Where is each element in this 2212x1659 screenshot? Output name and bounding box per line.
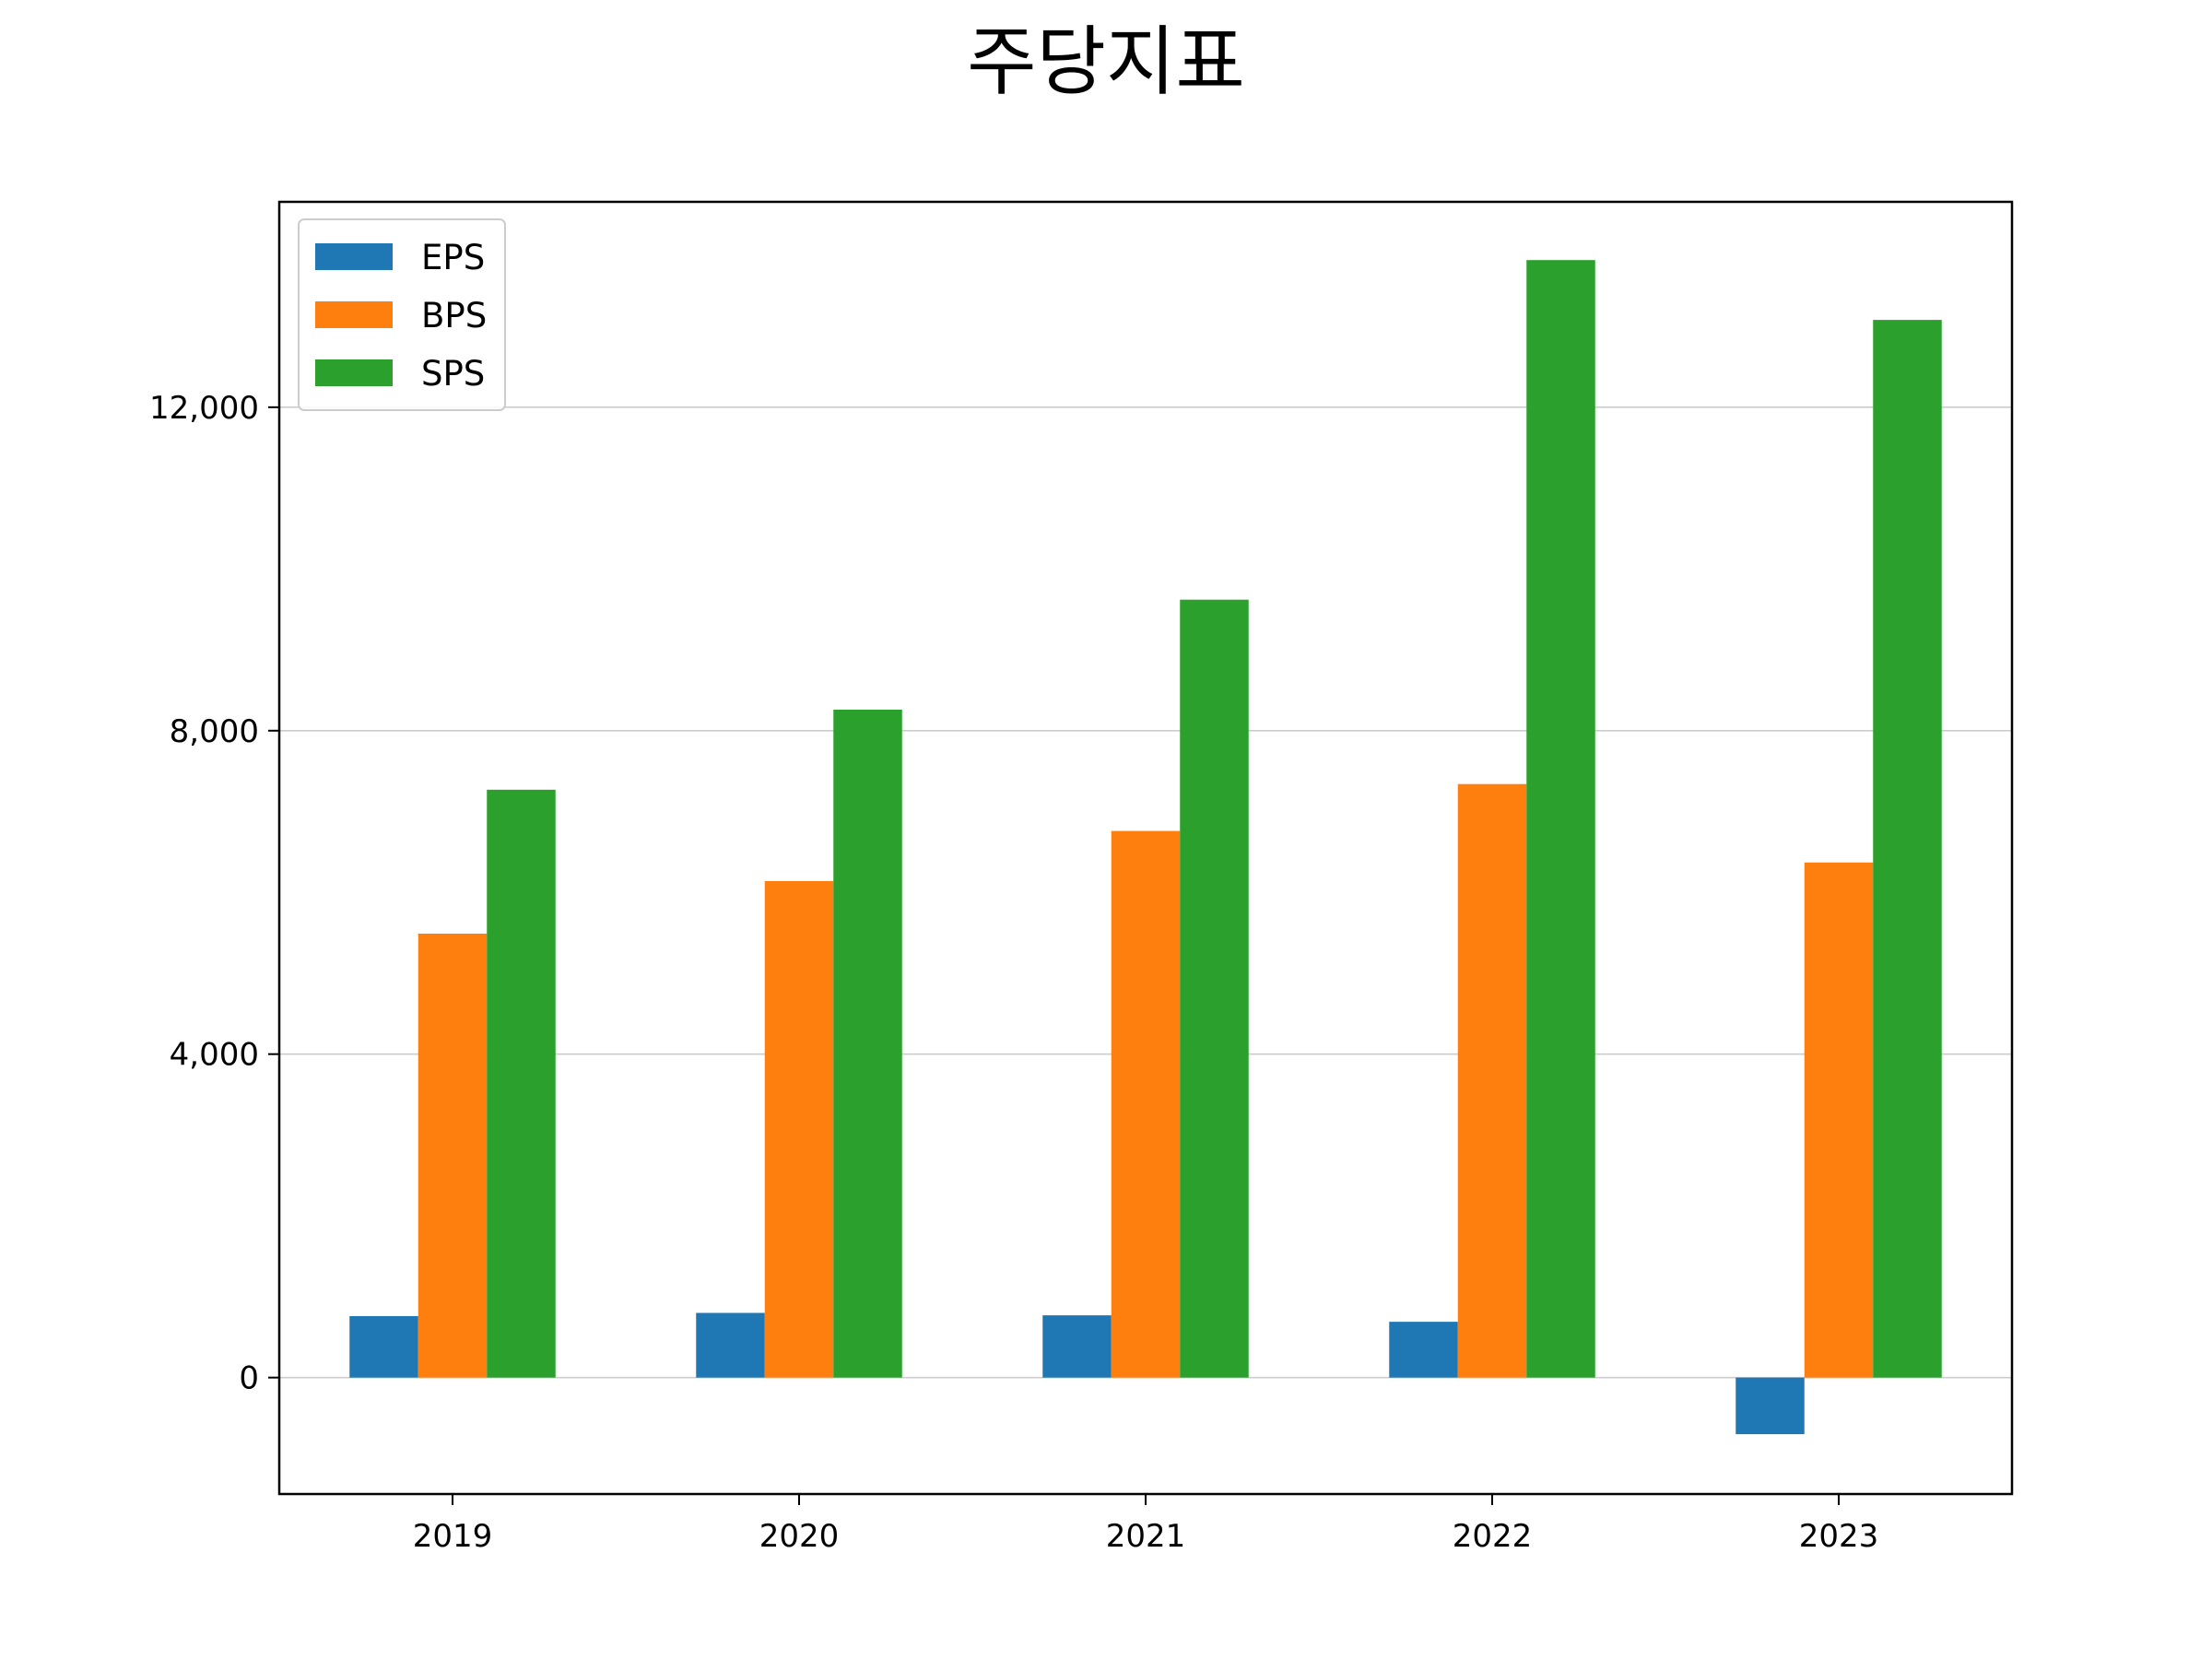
x-tick-label: 2021 bbox=[1106, 1518, 1186, 1555]
bar-sps-2023 bbox=[1873, 320, 1942, 1378]
x-tick-label: 2022 bbox=[1453, 1518, 1533, 1555]
bar-bps-2020 bbox=[764, 880, 834, 1378]
bar-eps-2023 bbox=[1735, 1377, 1805, 1435]
bar-eps-2022 bbox=[1389, 1322, 1458, 1378]
bar-bps-2022 bbox=[1457, 783, 1527, 1378]
chart-title: 주당지표 bbox=[967, 18, 1245, 106]
legend-label-eps: EPS bbox=[421, 238, 485, 277]
y-axis: 0 4,000 8,000 12,000 bbox=[149, 390, 279, 1397]
legend-label-bps: BPS bbox=[421, 296, 487, 335]
legend-swatch-eps bbox=[315, 243, 393, 270]
bar-bps-2021 bbox=[1111, 830, 1181, 1378]
legend-swatch-bps bbox=[315, 301, 393, 328]
legend-swatch-sps bbox=[315, 359, 393, 386]
bars bbox=[349, 260, 1942, 1435]
x-axis: 2019 2020 2021 2022 2023 bbox=[413, 1494, 1879, 1555]
bar-sps-2019 bbox=[487, 789, 556, 1378]
bar-eps-2020 bbox=[696, 1312, 765, 1378]
bar-bps-2019 bbox=[418, 933, 488, 1378]
y-tick-label: 8,000 bbox=[170, 713, 259, 750]
x-tick-label: 2023 bbox=[1799, 1518, 1879, 1555]
bar-sps-2022 bbox=[1526, 260, 1595, 1378]
legend-label-sps: SPS bbox=[421, 354, 485, 394]
x-tick-label: 2020 bbox=[759, 1518, 840, 1555]
legend: EPS BPS SPS bbox=[298, 218, 506, 411]
bar-eps-2021 bbox=[1042, 1315, 1112, 1378]
bar-eps-2019 bbox=[349, 1315, 418, 1378]
bar-sps-2020 bbox=[833, 709, 902, 1378]
bar-sps-2021 bbox=[1180, 599, 1249, 1378]
y-tick-label: 0 bbox=[239, 1360, 259, 1397]
y-tick-label: 4,000 bbox=[170, 1037, 259, 1074]
x-tick-label: 2019 bbox=[413, 1518, 493, 1555]
y-tick-label: 12,000 bbox=[149, 390, 259, 427]
bar-bps-2023 bbox=[1804, 862, 1874, 1378]
